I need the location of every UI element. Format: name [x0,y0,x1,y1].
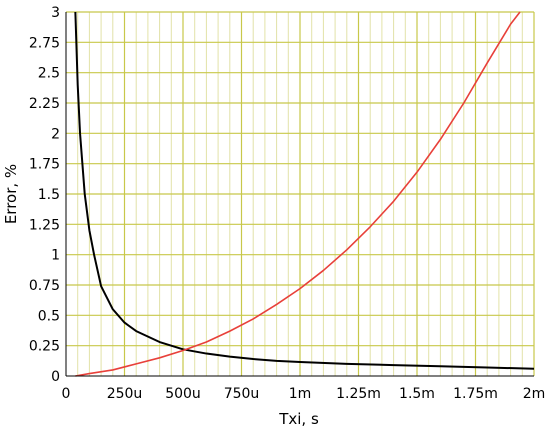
x-axis-label: Txi, s [278,410,319,428]
x-tick-label: 1.75m [453,386,498,402]
x-tick-label: 1m [289,386,312,402]
x-tick-label: 500u [165,386,201,402]
y-tick-label: 0.75 [29,278,60,294]
y-tick-label: 3 [51,5,60,21]
x-tick-labels: 0 250u 500u 750u 1m 1.25m 1.5m 1.75m 2m [62,386,546,402]
y-tick-label: 2.5 [38,66,60,82]
y-tick-label: 1.5 [38,187,60,203]
y-tick-label: 0 [51,369,60,385]
y-tick-label: 1.75 [29,157,60,173]
y-tick-label: 0.5 [38,308,60,324]
x-tick-label: 250u [107,386,143,402]
y-tick-label: 2.25 [29,96,60,112]
x-tick-label: 750u [224,386,260,402]
y-tick-label: 1.25 [29,217,60,233]
x-tick-label: 1.5m [399,386,435,402]
y-tick-label: 2.75 [29,35,60,51]
series-layer [74,11,535,377]
major-grid [66,11,535,376]
y-tick-label: 1 [51,248,60,264]
series-line-2 [75,11,521,377]
axes [65,12,534,377]
x-tick-label: 2m [523,386,546,402]
y-tick-labels: 0 0.25 0.5 0.75 1 1.25 1.5 1.75 2 2.25 2.5 2.75 3 [29,5,60,385]
x-tick-label: 1.25m [336,386,381,402]
y-tick-label: 2 [51,126,60,142]
y-axis-label: Error, % [2,164,20,224]
x-tick-label: 0 [62,386,71,402]
series-line-1 [74,11,535,370]
y-tick-label: 0.25 [29,339,60,355]
